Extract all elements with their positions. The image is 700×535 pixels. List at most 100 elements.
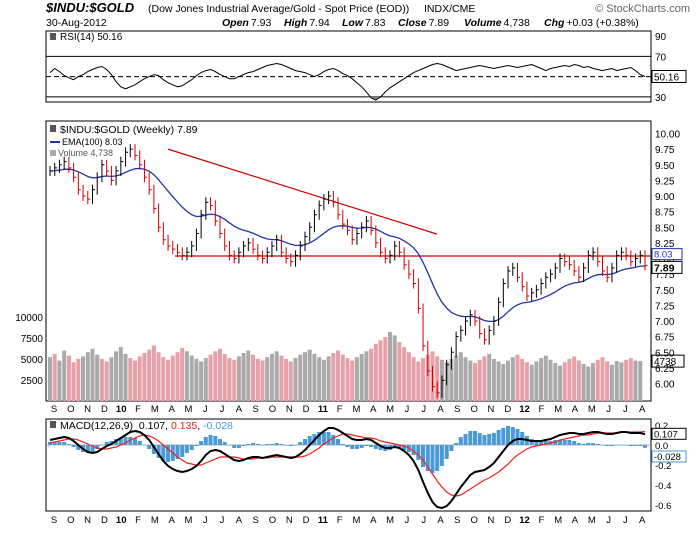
- price-bar: [427, 341, 431, 376]
- volume-tick-label: 10000: [15, 313, 43, 324]
- price-tick-label: 7.75: [655, 270, 675, 281]
- macd-histogram-bar: [638, 445, 643, 446]
- volume-bar: [255, 358, 260, 401]
- price-bar: [384, 247, 388, 264]
- volume-bar: [222, 353, 227, 401]
- volume-bar: [269, 353, 274, 401]
- macd-sep-2: ,: [197, 420, 203, 432]
- month-tick-label: N: [84, 404, 91, 415]
- macd-legend: MACD(12,26,9) 0.107, 0.135, -0.028: [50, 420, 233, 432]
- price-bar: [578, 266, 582, 283]
- price-bar: [290, 253, 294, 267]
- macd-histogram-bar: [487, 434, 492, 445]
- price-bar: [512, 262, 516, 276]
- volume-bar: [373, 343, 378, 401]
- price-tick-label: 7.50: [655, 286, 675, 297]
- ema-value-badge: [651, 248, 683, 261]
- price-bar: [394, 241, 398, 261]
- macd-histogram-bar: [454, 443, 459, 445]
- axis-layer: S O N D 10 F M A M J J A S O N D 11 F M A M J J A S O N D 12 F M A M J J AS…: [51, 404, 646, 526]
- volume-tick-label: 7500: [21, 334, 44, 345]
- month-tick-label: 10: [116, 515, 127, 526]
- month-tick-label: F: [135, 515, 141, 526]
- price-value-badge-text: 7.89: [654, 262, 675, 274]
- month-tick-label: J: [606, 515, 611, 526]
- price-bar: [441, 375, 445, 398]
- price-bar: [262, 250, 265, 264]
- month-tick-label: S: [252, 515, 258, 526]
- price-legend-swatch: [50, 125, 56, 132]
- volume-bar: [317, 357, 322, 401]
- macd-histogram-bar: [142, 445, 147, 446]
- volume-bar: [66, 355, 71, 401]
- macd-histogram-bar: [595, 444, 600, 445]
- macd-tick-label: -0.6: [655, 501, 671, 512]
- quote-item-4: Volume 4,738: [464, 17, 530, 29]
- volume-bar: [194, 358, 199, 401]
- volume-bar: [156, 352, 161, 401]
- volume-bar: [364, 351, 369, 401]
- rsi-layer: 9070503050.16: [46, 32, 687, 104]
- volume-bar: [600, 357, 605, 401]
- macd-histogram-bar: [288, 445, 293, 446]
- month-tick-label: N: [286, 404, 293, 415]
- price-bar: [219, 216, 223, 239]
- macd-histogram-bar: [269, 444, 274, 445]
- macd-histogram-bar: [52, 442, 57, 445]
- volume-bar: [128, 358, 133, 401]
- price-bar: [87, 191, 91, 205]
- macd-histogram-bar: [331, 435, 336, 445]
- volume-bar: [402, 347, 407, 401]
- month-tick-label: J: [203, 515, 208, 526]
- macd-histogram-bar: [402, 445, 407, 450]
- price-bar: [280, 234, 284, 258]
- volume-bar: [515, 354, 520, 401]
- volume-bar: [123, 353, 128, 401]
- volume-bar: [510, 357, 515, 401]
- price-bar: [295, 250, 299, 267]
- macd-histogram-bar: [326, 432, 331, 445]
- month-tick-label: F: [538, 404, 544, 415]
- volume-bar: [506, 360, 510, 401]
- month-tick-label: J: [421, 404, 426, 415]
- volume-bar: [114, 351, 119, 401]
- volume-bar: [454, 355, 459, 401]
- volume-bar: [251, 354, 255, 401]
- price-bar: [129, 144, 133, 158]
- month-tick-label: O: [269, 515, 276, 526]
- macd-histogram-bar: [293, 445, 298, 446]
- macd-histogram-bar: [208, 435, 213, 445]
- price-tick-label: 7.25: [655, 301, 675, 312]
- price-bar: [49, 166, 53, 176]
- volume-layer: 10000 7500 5000 2500 4738: [15, 313, 685, 401]
- price-bar: [559, 253, 563, 273]
- macd-histogram-bar: [397, 445, 402, 448]
- watermark: © StockCharts.com: [595, 3, 690, 15]
- macd-histogram-bar: [118, 438, 123, 445]
- macd-histogram-bar: [161, 445, 166, 461]
- macd-histogram-bar: [378, 445, 383, 450]
- macd-histogram-bar: [151, 445, 156, 454]
- volume-bar: [411, 357, 416, 401]
- month-tick-label: D: [303, 515, 310, 526]
- macd-histogram-bar: [591, 443, 595, 445]
- price-bar: [191, 241, 195, 258]
- macd-label-value: 0.107: [139, 420, 165, 432]
- macd-tick-label: -0.4: [655, 481, 671, 492]
- ema-line: [49, 167, 645, 323]
- month-tick-label: A: [168, 515, 175, 526]
- macd-histogram-bar: [543, 441, 548, 445]
- price-bar: [101, 159, 105, 183]
- macd-histogram-bar: [562, 440, 567, 445]
- volume-bar: [491, 358, 496, 401]
- macd-histogram-bar: [227, 445, 232, 446]
- quote-label-3: Close: [398, 17, 427, 29]
- month-tick-label: S: [51, 404, 57, 415]
- macd-histogram-bar: [213, 436, 218, 445]
- macd-tick-label: 0.2: [655, 421, 668, 432]
- volume-value-badge: [651, 354, 685, 368]
- price-bar: [205, 197, 209, 220]
- volume-bar: [137, 356, 142, 401]
- volume-bar: [435, 356, 440, 401]
- price-bar: [54, 162, 58, 176]
